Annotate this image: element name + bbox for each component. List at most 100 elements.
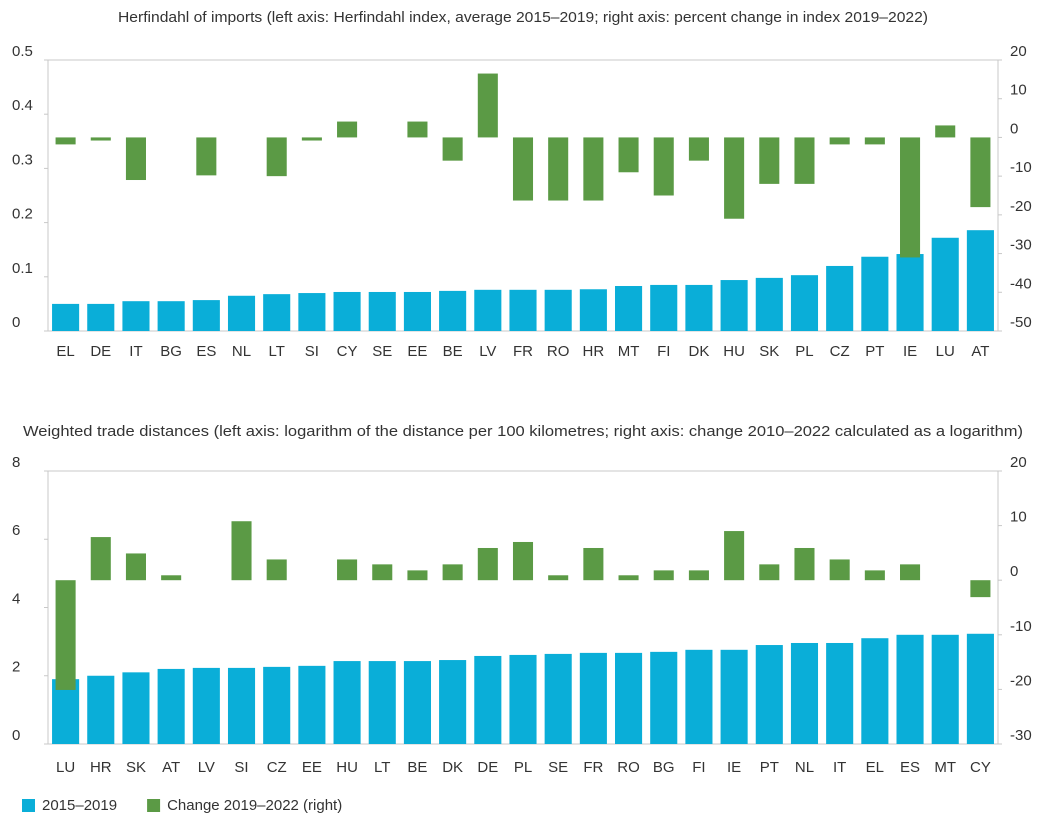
x-tick-label: CZ <box>830 343 850 360</box>
x-tick-label: FI <box>692 759 705 776</box>
change-bar <box>125 553 146 581</box>
x-tick-label: DE <box>477 759 498 776</box>
level-bar <box>192 667 220 744</box>
change-bar <box>583 547 604 581</box>
change-bar <box>829 559 850 581</box>
level-bar <box>509 654 537 744</box>
x-tick-label: LU <box>936 343 955 360</box>
level-bar <box>509 289 537 331</box>
level-bar <box>685 284 713 331</box>
level-bar <box>263 294 291 331</box>
change-bar <box>618 137 639 173</box>
level-bar <box>157 301 185 331</box>
x-tick-label: LV <box>479 343 496 360</box>
change-bar <box>477 547 498 581</box>
level-bar <box>931 634 959 744</box>
level-bar <box>755 277 783 331</box>
x-tick-label: PT <box>865 343 884 360</box>
change-bar <box>864 570 885 581</box>
level-bar <box>966 230 994 331</box>
level-bar <box>122 301 150 331</box>
change-bar <box>407 121 428 138</box>
x-tick-label: EE <box>302 759 322 776</box>
x-tick-label: FR <box>583 759 603 776</box>
change-bar <box>618 575 639 581</box>
level-bar <box>192 300 220 331</box>
level-bar <box>650 651 678 744</box>
change-bar <box>196 137 217 176</box>
change-bar <box>935 125 956 138</box>
change-bar <box>55 137 76 145</box>
x-tick-label: EE <box>407 343 427 360</box>
change-bar <box>653 570 674 581</box>
legend-swatch <box>147 799 161 812</box>
level-bar <box>896 634 924 744</box>
y-tick-label: 0.3 <box>12 151 33 168</box>
x-tick-label: FI <box>657 343 670 360</box>
y-tick-label: 0 <box>12 727 20 744</box>
legend-swatch <box>22 799 35 812</box>
level-bar <box>790 642 819 744</box>
y2-tick-label: -50 <box>1010 314 1032 331</box>
x-tick-label: AT <box>971 343 989 360</box>
change-bar <box>55 580 76 690</box>
x-tick-label: CZ <box>267 759 287 776</box>
x-tick-label: PT <box>760 759 779 776</box>
x-tick-label: SI <box>305 343 319 360</box>
level-bar <box>333 661 361 744</box>
y-tick-label: 0.4 <box>12 97 33 114</box>
change-bar <box>688 137 709 161</box>
level-bar <box>439 660 467 744</box>
level-bar <box>685 649 713 744</box>
x-tick-label: LU <box>56 759 75 776</box>
level-bar <box>298 293 326 331</box>
change-bar <box>970 137 991 208</box>
level-bar <box>826 642 854 744</box>
x-tick-label: MT <box>934 759 956 776</box>
change-bar <box>266 137 287 177</box>
change-bar <box>724 137 745 219</box>
x-tick-label: BG <box>160 343 182 360</box>
level-bar <box>474 655 502 744</box>
x-tick-label: FR <box>513 343 533 360</box>
level-bar <box>263 666 291 744</box>
level-bar <box>87 303 115 331</box>
change-bar <box>900 137 921 258</box>
x-tick-label: PL <box>795 343 813 360</box>
x-tick-label: ES <box>900 759 920 776</box>
level-bar <box>720 649 748 744</box>
y2-tick-label: -30 <box>1010 727 1032 744</box>
level-bar <box>227 667 256 744</box>
chart-title: Herfindahl of imports (left axis: Herfin… <box>118 9 928 26</box>
x-tick-label: SI <box>234 759 248 776</box>
change-bar <box>829 137 850 145</box>
change-bar <box>724 531 745 581</box>
level-bar <box>368 291 396 331</box>
y2-tick-label: 0 <box>1010 563 1018 580</box>
level-bar <box>579 652 607 744</box>
x-tick-label: BG <box>653 759 675 776</box>
y2-tick-label: -30 <box>1010 237 1032 254</box>
x-tick-label: AT <box>162 759 180 776</box>
x-tick-label: NL <box>232 343 251 360</box>
x-tick-label: EL <box>56 343 74 360</box>
legend-label: Change 2019–2022 (right) <box>167 797 342 814</box>
level-bar <box>615 286 643 331</box>
x-tick-label: RO <box>547 343 570 360</box>
level-bar <box>931 237 959 331</box>
change-bar <box>653 137 674 196</box>
x-tick-label: SK <box>126 759 146 776</box>
change-bar <box>864 137 885 145</box>
change-bar <box>688 570 709 581</box>
y2-tick-label: -20 <box>1010 672 1032 689</box>
y-tick-label: 2 <box>12 659 20 676</box>
y2-tick-label: 20 <box>1010 43 1027 60</box>
level-bar <box>790 275 819 331</box>
x-tick-label: HU <box>336 759 358 776</box>
level-bar <box>122 672 150 744</box>
y2-tick-label: -10 <box>1010 618 1032 635</box>
change-bar <box>759 564 780 581</box>
y-tick-label: 0.5 <box>12 43 33 60</box>
change-bar <box>231 521 252 581</box>
